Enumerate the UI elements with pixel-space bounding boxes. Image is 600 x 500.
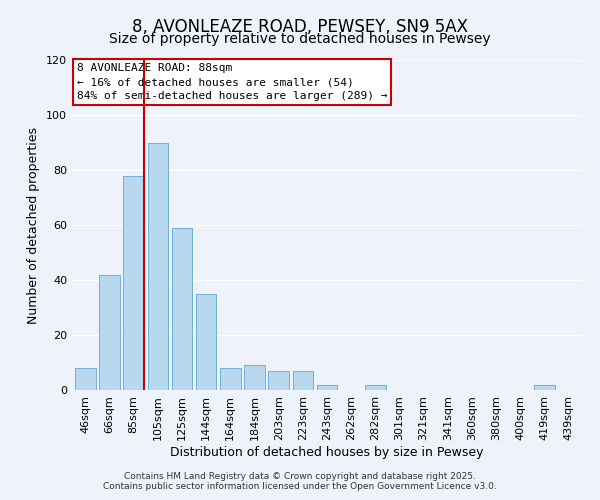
- Text: Contains HM Land Registry data © Crown copyright and database right 2025.: Contains HM Land Registry data © Crown c…: [124, 472, 476, 481]
- Bar: [317, 384, 337, 390]
- Text: Size of property relative to detached houses in Pewsey: Size of property relative to detached ho…: [109, 32, 491, 46]
- Text: 8 AVONLEAZE ROAD: 88sqm
← 16% of detached houses are smaller (54)
84% of semi-de: 8 AVONLEAZE ROAD: 88sqm ← 16% of detache…: [77, 64, 388, 102]
- Bar: [293, 371, 313, 390]
- Bar: [196, 294, 217, 390]
- Bar: [244, 365, 265, 390]
- Bar: [75, 368, 95, 390]
- Bar: [365, 384, 386, 390]
- Bar: [172, 228, 192, 390]
- X-axis label: Distribution of detached houses by size in Pewsey: Distribution of detached houses by size …: [170, 446, 484, 458]
- Y-axis label: Number of detached properties: Number of detached properties: [28, 126, 40, 324]
- Text: Contains public sector information licensed under the Open Government Licence v3: Contains public sector information licen…: [103, 482, 497, 491]
- Text: 8, AVONLEAZE ROAD, PEWSEY, SN9 5AX: 8, AVONLEAZE ROAD, PEWSEY, SN9 5AX: [132, 18, 468, 36]
- Bar: [148, 142, 168, 390]
- Bar: [268, 371, 289, 390]
- Bar: [534, 384, 555, 390]
- Bar: [99, 274, 120, 390]
- Bar: [124, 176, 144, 390]
- Bar: [220, 368, 241, 390]
